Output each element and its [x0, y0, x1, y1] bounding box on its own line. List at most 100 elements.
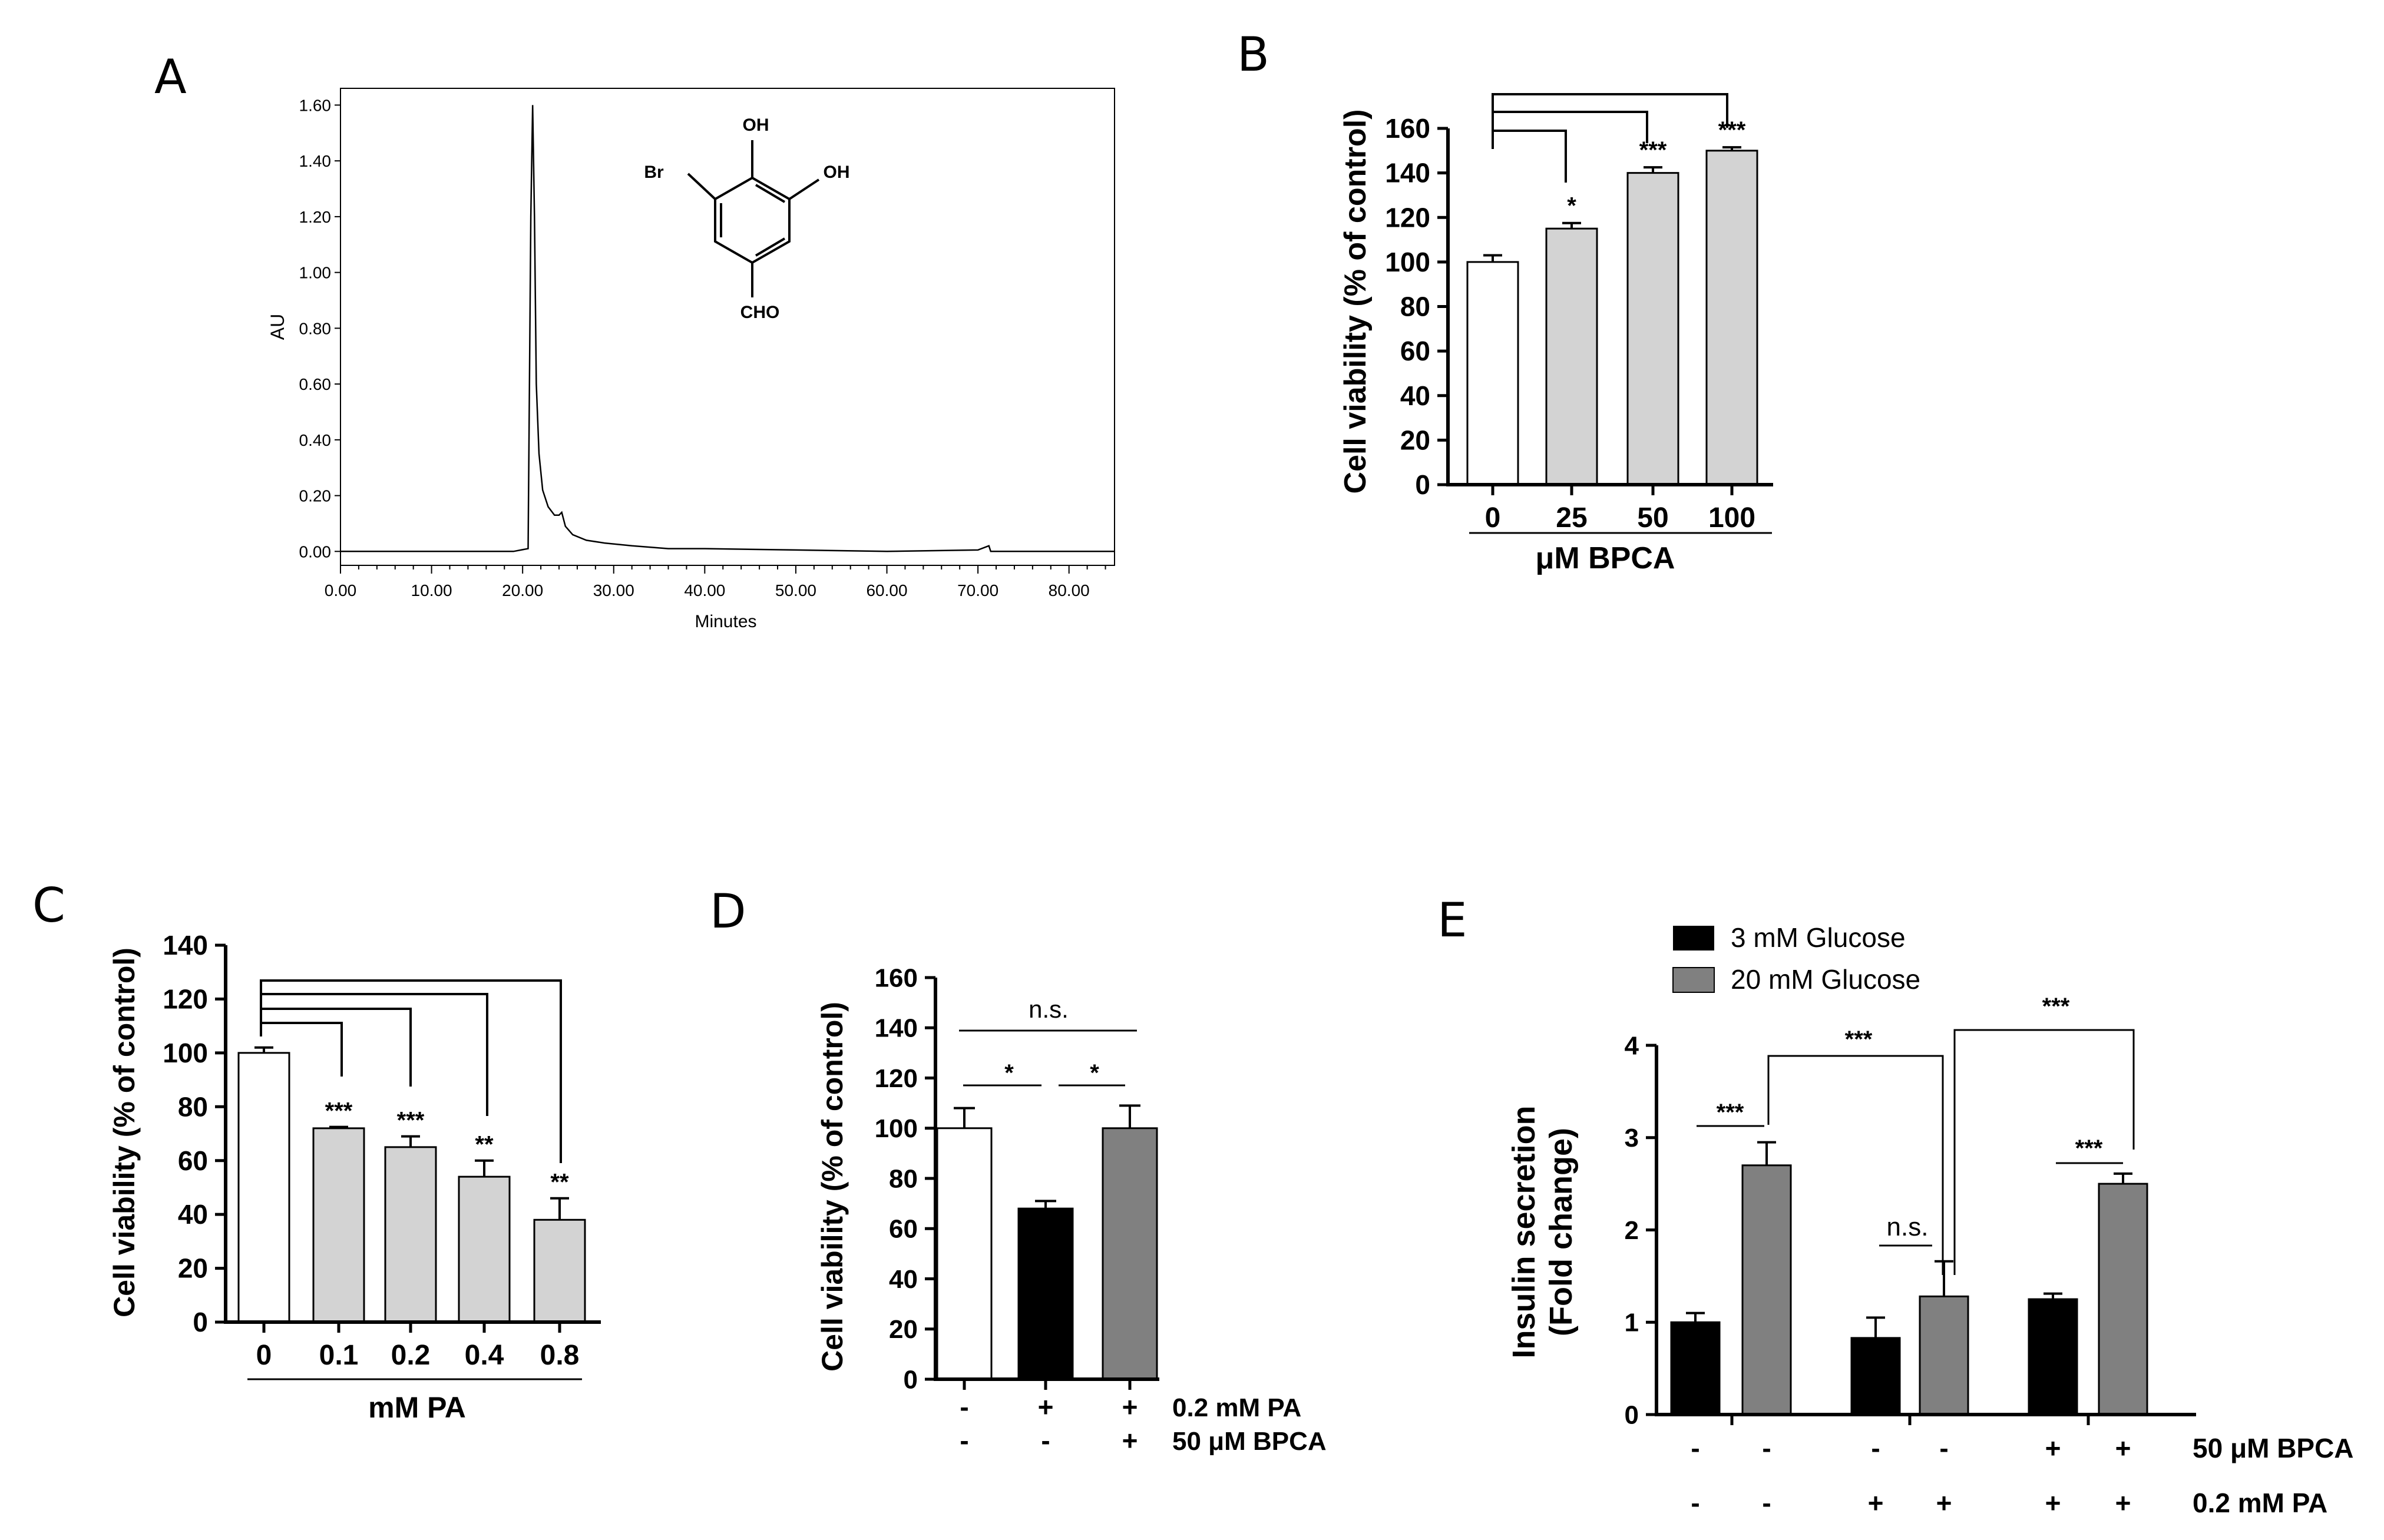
significance-pa-0.4: ** [475, 1132, 494, 1158]
bar-bpca-0 [1466, 261, 1519, 486]
comparison-e-2-label: n.s. [1887, 1213, 1929, 1241]
bar-insulin-20mm-group-1 [1741, 1164, 1792, 1416]
viability-pa-y-tick-label: 140 [163, 930, 208, 961]
panel-a: A 0.00 0.20 0.40 0.60 0.80 1.00 1.20 1.40 1.60 0… [154, 49, 1115, 631]
viability-pa-y-tick-label: 40 [178, 1199, 208, 1230]
viability-pa-y-tick-label: 20 [178, 1253, 208, 1284]
chromatogram-y-axis-label: AU [267, 314, 288, 340]
viability-bpca-y-tick-label: 20 [1400, 425, 1430, 455]
viability-pa-x-tick-label: 0.2 [391, 1340, 431, 1371]
viability-pa-bpca-y-tick-label: 20 [889, 1315, 918, 1344]
legend-label-20mm: 20 mM Glucose [1731, 964, 1920, 995]
viability-pa-y-tick-label: 80 [178, 1091, 208, 1122]
condition-sign: - [1762, 1488, 1771, 1518]
comparison-d-1-3-label: n.s. [1029, 995, 1069, 1023]
viability-bpca-x-axis-label: μM BPCA [1536, 541, 1675, 575]
viability-bpca-y-tick-label: 40 [1400, 380, 1430, 411]
panel-d-label: D [710, 884, 746, 939]
panel-e-label: E [1437, 893, 1467, 948]
viability-pa-bpca-y-tick-label: 120 [875, 1064, 918, 1093]
chromatogram-x-tick-label: 30.00 [593, 581, 634, 600]
chromatogram-trace [340, 105, 1115, 552]
comparison-e-4-bracket [1953, 1029, 2135, 1275]
viability-pa-x-tick-label: 0.4 [465, 1340, 504, 1371]
bar-pa-0.2 [384, 1146, 437, 1323]
bracket-b-50 [1492, 111, 1648, 143]
ring-double-bond-2 [755, 237, 786, 257]
viability-pa-bpca-y-tick-label: 40 [889, 1265, 918, 1294]
viability-pa-y-ticks: 0 20 40 60 80 100 120 140 [163, 930, 226, 1337]
significance-bpca-25: * [1567, 193, 1576, 219]
benzene-ring [714, 176, 791, 264]
condition-sign: + [2115, 1433, 2131, 1463]
viability-pa-y-tick-label: 60 [178, 1145, 208, 1176]
chromatogram-x-tick-label: 10.00 [411, 581, 452, 600]
viability-bpca-x-tick-label: 25 [1556, 502, 1587, 534]
chromatogram-x-tick-label: 50.00 [775, 581, 816, 600]
bond-br [687, 173, 716, 200]
viability-bpca-y-tick-label: 160 [1385, 113, 1430, 144]
viability-bpca-bars: 0 25 * 50 *** 100 *** [1466, 117, 1758, 534]
viability-bpca-y-axis-label: Cell viability (% of control) [1338, 110, 1373, 494]
insulin-y-tick-label: 0 [1625, 1400, 1639, 1429]
viability-pa-bpca-y-tick-label: 80 [889, 1164, 918, 1193]
condition-sign: + [2115, 1488, 2131, 1518]
condition-label: 0.2 mM PA [2193, 1488, 2327, 1518]
viability-pa-brackets [260, 979, 562, 1163]
significance-bpca-100: *** [1718, 117, 1746, 143]
viability-bpca-x-tick-label: 100 [1708, 502, 1755, 534]
chromatogram-x-tick-label: 80.00 [1049, 581, 1090, 600]
comparison-e-1-label: *** [1717, 1099, 1744, 1125]
chromatogram-y-tick-label: 0.40 [299, 431, 332, 449]
insulin-y-tick-label: 2 [1625, 1216, 1639, 1245]
viability-pa-bpca-y-tick-label: 140 [875, 1014, 918, 1043]
bar-pa-0.1 [312, 1127, 365, 1323]
bar-insulin-20mm-group-3 [2098, 1183, 2148, 1416]
viability-bpca-y-tick-label: 120 [1385, 202, 1430, 233]
chromatogram-y-ticks: 0.00 0.20 0.40 0.60 0.80 1.00 1.20 1.40 1.60 [299, 96, 340, 561]
ring-double-bond-3 [755, 184, 786, 203]
condition-sign: - [1939, 1433, 1948, 1463]
viability-pa-y-tick-label: 100 [163, 1038, 208, 1068]
condition-sign: - [960, 1392, 968, 1422]
chromatogram-y-tick-label: 1.40 [299, 152, 332, 170]
condition-sign: + [2045, 1488, 2061, 1518]
viability-pa-bpca-y-axis-label: Cell viability (% of control) [816, 1002, 849, 1372]
comparison-e-5-label: *** [2075, 1135, 2103, 1161]
comparison-d-1-2-label: * [1004, 1060, 1014, 1086]
insulin-y-tick-label: 3 [1625, 1124, 1639, 1152]
comparison-e-3-label: *** [1845, 1026, 1873, 1052]
bond-oh-right [788, 178, 820, 200]
viability-pa-bpca-y-tick-label: 0 [904, 1365, 918, 1394]
viability-bpca-y-ticks: 0 20 40 60 80 100 120 140 160 [1385, 113, 1448, 500]
bracket-c-0.1 [260, 1022, 343, 1077]
chromatogram-x-tick-label: 70.00 [957, 581, 998, 600]
viability-bpca-y-tick-label: 80 [1400, 292, 1430, 322]
bar-insulin-3mm-group-2 [1850, 1337, 1901, 1416]
chromatogram-y-tick-label: 0.80 [299, 319, 332, 337]
bar-insulin-3mm-group-3 [2028, 1298, 2078, 1416]
condition-label: 0.2 mM PA [1172, 1393, 1301, 1422]
bar-pa-0.4 [458, 1175, 511, 1323]
viability-pa-bpca-y-tick-label: 60 [889, 1215, 918, 1244]
chromatogram-x-tick-label: 40.00 [684, 581, 725, 600]
viability-pa-bpca-comparisons: * * n.s. [959, 995, 1137, 1087]
legend-swatch-3mm [1673, 926, 1714, 951]
viability-bpca-y-tick-label: 0 [1415, 469, 1430, 500]
comparison-e-3-bracket [1767, 1055, 1944, 1275]
chromatogram-x-tick-label: 0.00 [325, 581, 357, 600]
insulin-comparisons: *** n.s. *** *** *** [1697, 993, 2135, 1275]
condition-sign: + [1122, 1392, 1138, 1422]
bar-pa-0.8 [533, 1218, 586, 1323]
condition-sign: - [1041, 1425, 1050, 1456]
bracket-b-25 [1492, 130, 1567, 183]
bar-bpca-25 [1545, 227, 1598, 486]
bracket-b-100 [1492, 93, 1728, 128]
bar-bpca-50 [1626, 172, 1679, 486]
viability-pa-y-axis-label: Cell viability (% of control) [108, 948, 141, 1317]
bar-insulin-20mm-group-2 [1919, 1295, 1969, 1416]
legend-swatch-20mm [1672, 967, 1715, 993]
condition-sign: + [1936, 1488, 1952, 1518]
